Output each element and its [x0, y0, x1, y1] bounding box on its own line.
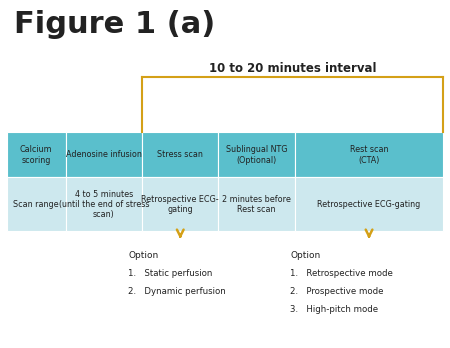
Text: Retrospective ECG-
gating: Retrospective ECG- gating	[141, 195, 219, 214]
Text: Stress scan: Stress scan	[158, 150, 203, 159]
Text: Scan range: Scan range	[14, 200, 59, 209]
Text: Calcium
scoring: Calcium scoring	[20, 145, 53, 165]
Text: Option: Option	[128, 251, 158, 260]
Text: 2.   Prospective mode: 2. Prospective mode	[290, 287, 384, 296]
Bar	[66, 132, 142, 177]
Bar	[295, 177, 443, 231]
Text: 2 minutes before
Rest scan: 2 minutes before Rest scan	[222, 195, 291, 214]
Text: 4 to 5 minutes
(until the end of stress
scan): 4 to 5 minutes (until the end of stress …	[58, 190, 149, 219]
Text: 3.   High-pitch mode: 3. High-pitch mode	[290, 305, 378, 314]
Bar	[218, 177, 295, 231]
Bar	[7, 132, 66, 177]
Text: 2.   Dynamic perfusion: 2. Dynamic perfusion	[128, 287, 226, 296]
Bar	[142, 132, 218, 177]
Text: Sublingual NTG
(Optional): Sublingual NTG (Optional)	[226, 145, 288, 165]
Bar	[295, 132, 443, 177]
Text: Retrospective ECG-gating: Retrospective ECG-gating	[317, 200, 421, 209]
Text: Adenosine infusion: Adenosine infusion	[66, 150, 142, 159]
Text: 1.   Retrospective mode: 1. Retrospective mode	[290, 269, 393, 278]
Text: Rest scan
(CTA): Rest scan (CTA)	[350, 145, 388, 165]
Bar	[142, 177, 218, 231]
Bar	[66, 177, 142, 231]
Text: Figure 1 (a): Figure 1 (a)	[14, 10, 215, 39]
Text: 1.   Static perfusion: 1. Static perfusion	[128, 269, 212, 278]
Bar	[7, 177, 66, 231]
Text: 10 to 20 minutes interval: 10 to 20 minutes interval	[209, 62, 376, 75]
Text: Option: Option	[290, 251, 320, 260]
Bar	[218, 132, 295, 177]
